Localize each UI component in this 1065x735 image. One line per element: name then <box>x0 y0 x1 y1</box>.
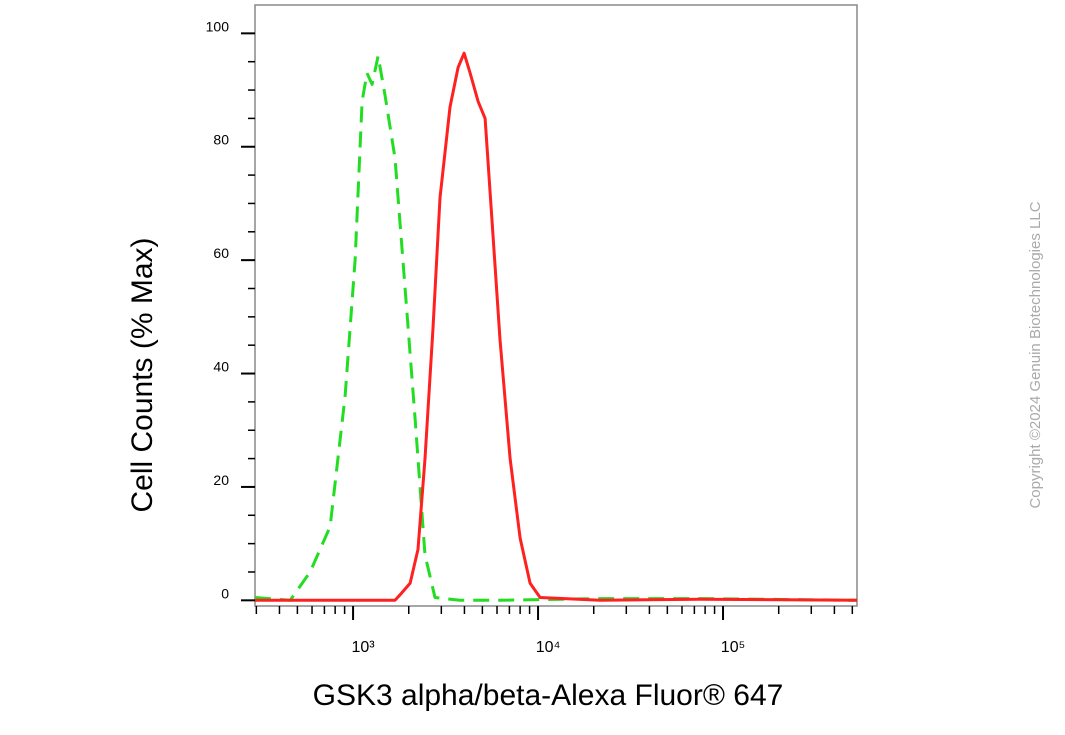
plot-frame <box>254 4 858 607</box>
y-tick-label: 0 <box>221 585 229 601</box>
y-tick-label: 100 <box>206 18 230 34</box>
x-tick-label: 10⁵ <box>721 639 745 656</box>
series-line <box>254 54 858 602</box>
x-tick-label: 10⁴ <box>536 639 561 656</box>
y-tick-label: 80 <box>213 132 229 148</box>
y-tick-label: 40 <box>213 359 229 375</box>
x-axis-label: GSK3 alpha/beta-Alexa Fluor® 647 <box>313 679 784 712</box>
watermark: Copyright ©2024 Genuin Biotechnologies L… <box>1027 201 1044 508</box>
x-tick-label: 10³ <box>352 639 376 656</box>
y-tick-label: 60 <box>213 245 229 261</box>
y-axis-label: Cell Counts (% Max) <box>126 237 159 512</box>
series-line <box>255 51 858 602</box>
y-tick-label: 20 <box>213 472 229 488</box>
